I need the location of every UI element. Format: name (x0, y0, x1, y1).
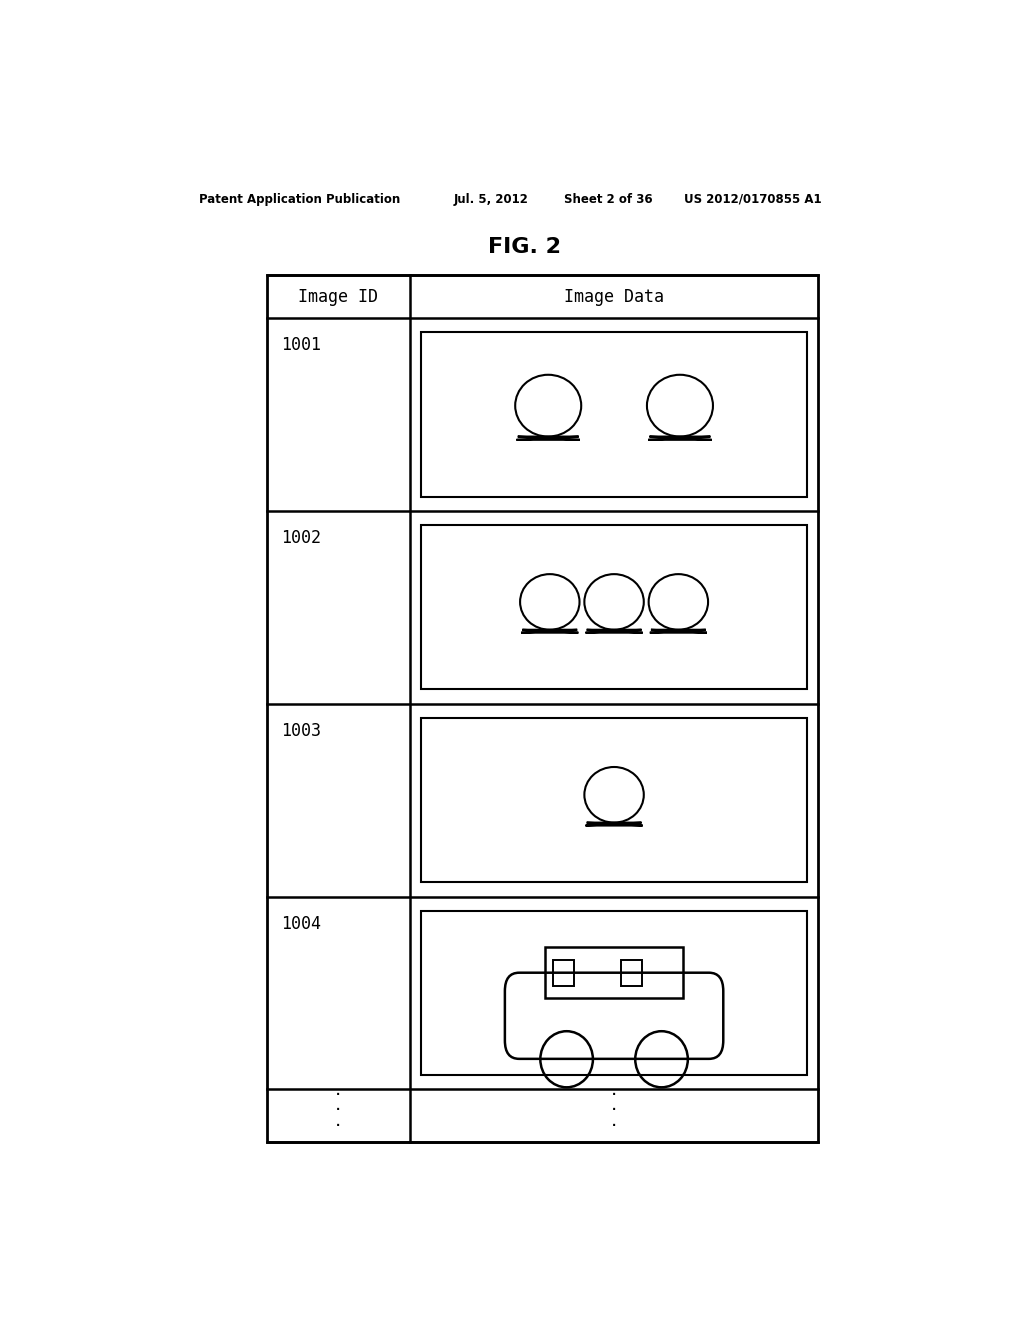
Text: FIG. 2: FIG. 2 (488, 236, 561, 257)
Text: ·: · (611, 1101, 617, 1121)
Text: ·: · (335, 1117, 341, 1135)
Text: Sheet 2 of 36: Sheet 2 of 36 (564, 193, 653, 206)
Text: ·: · (611, 1117, 617, 1135)
Text: Patent Application Publication: Patent Application Publication (200, 193, 400, 206)
Text: Image Data: Image Data (564, 288, 665, 306)
Text: ·: · (611, 1086, 617, 1105)
Text: ·: · (335, 1086, 341, 1105)
Text: 1004: 1004 (282, 915, 322, 933)
Text: 1003: 1003 (282, 722, 322, 741)
Text: 1002: 1002 (282, 529, 322, 546)
Text: 1001: 1001 (282, 337, 322, 354)
Text: Image ID: Image ID (298, 288, 378, 306)
Text: ·: · (335, 1101, 341, 1121)
Text: Jul. 5, 2012: Jul. 5, 2012 (454, 193, 528, 206)
Text: US 2012/0170855 A1: US 2012/0170855 A1 (684, 193, 821, 206)
